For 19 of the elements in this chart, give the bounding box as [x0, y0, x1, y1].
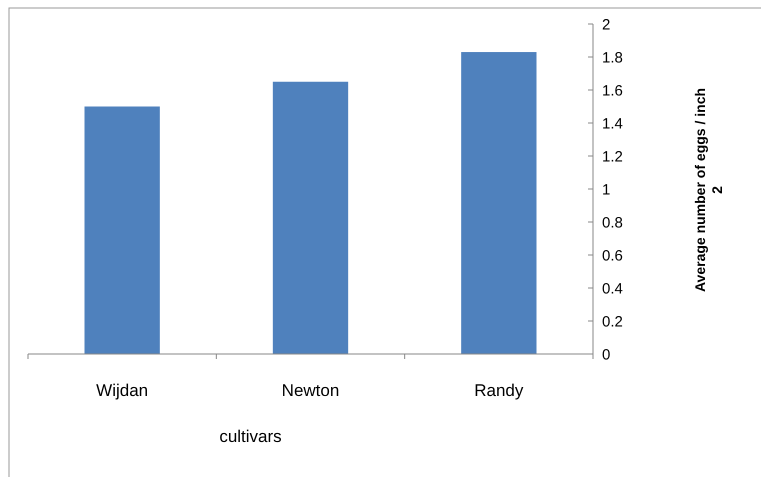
- x-tick-label: Newton: [282, 381, 340, 400]
- y-tick-label: 1.2: [602, 148, 623, 166]
- y-tick-label: 0.6: [602, 247, 623, 264]
- y-tick-label: 0.2: [602, 313, 623, 330]
- y-tick-label: 1: [602, 181, 610, 198]
- y-tick-label: 0.8: [602, 214, 623, 232]
- y-tick-label: 2: [602, 16, 610, 34]
- bar: [461, 52, 536, 354]
- y-tick-label: 1.4: [602, 115, 623, 132]
- x-axis-title: cultivars: [219, 427, 282, 446]
- y-tick-label: 0: [602, 346, 610, 364]
- bar: [84, 106, 160, 354]
- y-tick-label: 1.6: [602, 82, 623, 100]
- y-tick-label: 0.4: [602, 280, 623, 298]
- x-tick-label: Wijdan: [96, 381, 148, 400]
- bar: [272, 82, 348, 354]
- y-tick-label: 1.8: [602, 49, 623, 66]
- y-axis-title: Average number of eggs / inch 2: [692, 88, 725, 292]
- x-tick-label: Randy: [474, 381, 524, 400]
